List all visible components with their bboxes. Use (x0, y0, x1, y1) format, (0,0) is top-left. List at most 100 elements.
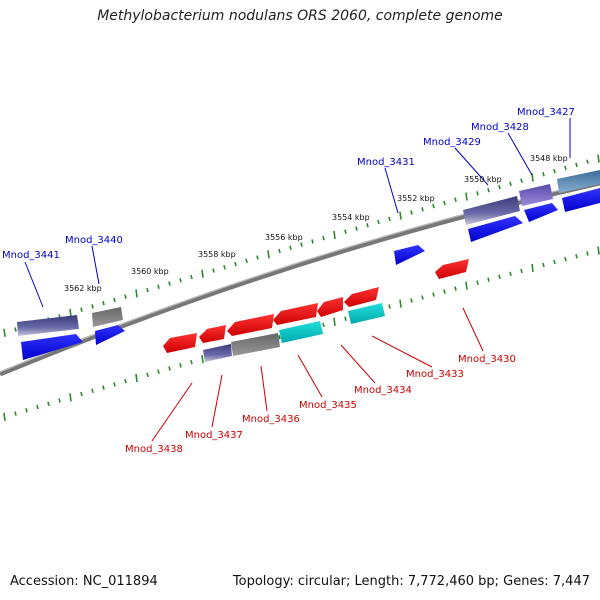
major-tick (3, 328, 6, 337)
gene-label-mnod-3438[interactable]: Mnod_3438 (125, 444, 183, 455)
major-tick (201, 269, 204, 278)
minor-tick (344, 229, 347, 234)
minor-tick (542, 262, 545, 268)
gene-label-mnod-3429[interactable]: Mnod_3429 (423, 137, 481, 148)
minor-tick (520, 268, 523, 274)
gene-mnod-3434[interactable] (317, 297, 343, 317)
gene-mnod-3440-lower[interactable] (95, 325, 125, 345)
gene-mnod-3429[interactable] (463, 196, 520, 225)
minor-tick (14, 327, 17, 332)
scale-label: 3548 kbp (530, 154, 568, 163)
gene-label-mnod-3440[interactable]: Mnod_3440 (65, 235, 123, 246)
gene-mnod-3437[interactable] (203, 344, 232, 362)
minor-tick (454, 197, 457, 202)
gene-mnod-3440[interactable] (92, 307, 123, 327)
gene-label-mnod-3430[interactable]: Mnod_3430 (458, 354, 516, 365)
scale-labels: 3548 kbp 3550 kbp 3552 kbp 3554 kbp 3556… (64, 154, 568, 293)
minor-tick (355, 226, 358, 231)
minor-tick (91, 388, 94, 394)
minor-tick (443, 289, 446, 294)
gene-label-mnod-3434[interactable]: Mnod_3434 (354, 385, 412, 396)
gene-label-mnod-3433[interactable]: Mnod_3433 (406, 369, 464, 380)
minor-tick (322, 235, 325, 241)
minor-tick (553, 168, 556, 174)
minor-tick (58, 398, 61, 403)
minor-tick (212, 268, 215, 273)
minor-tick (168, 366, 171, 371)
gene-mnod-3428[interactable] (519, 184, 553, 206)
minor-tick (300, 242, 303, 247)
gene-label-mnod-3436[interactable]: Mnod_3436 (242, 414, 300, 425)
minor-tick (344, 316, 347, 321)
gene-mnod-3441-lower[interactable] (21, 334, 83, 360)
minor-tick (377, 219, 380, 225)
scale-label: 3554 kbp (332, 213, 370, 222)
gene-label-mnod-3431[interactable]: Mnod_3431 (357, 157, 415, 168)
minor-tick (322, 322, 325, 328)
minor-tick (432, 203, 435, 209)
gene-mnod-3427[interactable] (557, 170, 600, 193)
gene-label-mnod-3427[interactable]: Mnod_3427 (517, 107, 575, 118)
major-tick (399, 211, 402, 220)
gene-mnod-3429-lower[interactable] (468, 216, 523, 242)
scale-label: 3552 kbp (397, 194, 435, 203)
minor-tick (487, 277, 490, 282)
major-tick (399, 299, 402, 308)
minor-tick (256, 255, 259, 260)
minor-tick (36, 404, 39, 410)
minor-tick (388, 304, 391, 309)
minor-tick (91, 304, 94, 309)
minor-tick (80, 307, 83, 312)
minor-tick (476, 280, 479, 285)
minor-tick (190, 274, 193, 280)
minor-tick (278, 248, 281, 254)
minor-tick (388, 216, 391, 222)
minor-tick (410, 298, 413, 303)
gene-mnod-3436[interactable] (273, 303, 318, 325)
major-tick (135, 289, 138, 298)
major-tick (597, 154, 600, 163)
minor-tick (25, 408, 28, 413)
major-tick (597, 246, 600, 255)
gene-mnod-3441[interactable] (17, 315, 79, 336)
minor-tick (190, 359, 193, 365)
minor-tick (564, 257, 567, 262)
minor-tick (47, 401, 50, 406)
gene-mnod-3437-red[interactable] (227, 314, 274, 336)
gene-label-mnod-3428[interactable]: Mnod_3428 (471, 122, 529, 133)
minor-tick (421, 295, 424, 300)
minor-tick (509, 181, 512, 187)
map-title: Methylobacterium nodulans ORS 2060, comp… (97, 8, 503, 24)
major-tick (69, 308, 72, 318)
major-tick (135, 373, 138, 383)
minor-tick (443, 200, 446, 206)
gene-label-mnod-3435[interactable]: Mnod_3435 (299, 400, 357, 411)
gene-mnod-3438[interactable] (163, 333, 197, 353)
gene-mnod-3432[interactable] (344, 287, 379, 307)
gene-mnod-3427-lower[interactable] (562, 188, 600, 212)
gene-label-mnod-3437[interactable]: Mnod_3437 (185, 430, 243, 441)
minor-tick (168, 281, 171, 286)
gene-mnod-3435[interactable] (279, 321, 323, 343)
minor-tick (454, 286, 457, 291)
gene-mnod-3430[interactable] (435, 259, 469, 279)
forward-leaders (24, 118, 571, 308)
major-tick (201, 354, 204, 364)
major-tick (69, 393, 72, 402)
minor-tick (564, 165, 567, 171)
minor-tick (124, 294, 127, 299)
minor-tick (179, 363, 182, 368)
minor-tick (509, 271, 512, 277)
gene-mnod-3436-gray[interactable] (231, 333, 280, 356)
gene-mnod-3433[interactable] (348, 303, 385, 324)
minor-tick (586, 159, 589, 164)
gene-mnod-3431[interactable] (394, 245, 425, 265)
gene-mnod-3428-lower[interactable] (524, 203, 558, 222)
gene-mnod-3438-small[interactable] (199, 325, 226, 343)
minor-tick (421, 207, 424, 212)
minor-tick (311, 239, 314, 244)
gene-label-mnod-3441[interactable]: Mnod_3441 (2, 250, 60, 261)
minor-tick (113, 382, 116, 387)
major-tick (465, 281, 468, 290)
